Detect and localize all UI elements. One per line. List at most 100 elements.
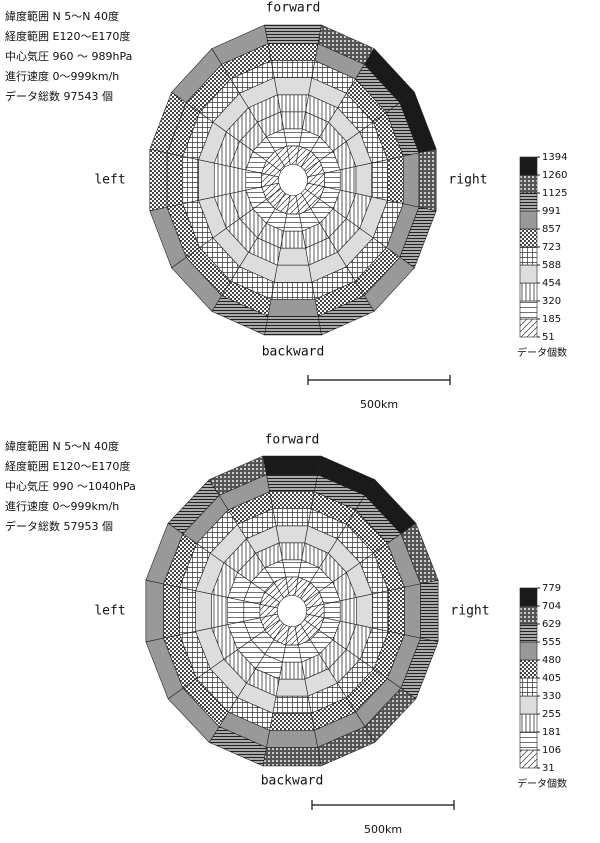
cell xyxy=(371,159,388,201)
legend-tick-label: 480 xyxy=(542,655,561,666)
legend-swatch xyxy=(519,623,538,643)
cell xyxy=(227,597,245,625)
cell xyxy=(198,159,215,201)
cell xyxy=(418,148,437,212)
cell xyxy=(278,661,306,680)
info-line: データ総数 57953 個 xyxy=(5,519,113,533)
direction-left: left xyxy=(94,604,125,619)
cell xyxy=(420,579,439,643)
cell xyxy=(269,712,315,731)
cell xyxy=(179,586,196,636)
legend-tick-label: 405 xyxy=(542,673,561,684)
info-line: 緯度範囲 N 5〜N 40度 xyxy=(5,439,119,453)
cell xyxy=(145,579,164,643)
cell xyxy=(280,111,306,130)
cell xyxy=(211,24,269,65)
legend-swatch xyxy=(519,210,538,230)
direction-backward: backward xyxy=(261,774,324,789)
legend-tick-label: 106 xyxy=(542,745,561,756)
cell xyxy=(267,43,319,61)
legend-tick-label: 779 xyxy=(542,583,561,594)
cell xyxy=(273,264,313,283)
info-line: 進行速度 0〜999km/h xyxy=(5,499,119,513)
cell xyxy=(266,730,318,748)
direction-forward: forward xyxy=(265,433,320,448)
info-line: 中心気圧 960 〜 989hPa xyxy=(5,49,132,63)
legend-tick-label: 1125 xyxy=(542,188,567,199)
legend-swatch xyxy=(519,246,538,266)
cell xyxy=(262,455,322,475)
legend-swatch xyxy=(519,174,538,194)
cell xyxy=(166,152,184,208)
cell xyxy=(388,586,405,636)
legend-swatch xyxy=(519,156,538,176)
cell xyxy=(372,590,389,632)
legend-tick-label: 51 xyxy=(542,332,555,343)
info-line: 経度範囲 E120〜E170度 xyxy=(5,29,130,43)
legend-tick-label: 185 xyxy=(542,314,561,325)
direction-right: right xyxy=(448,173,487,188)
legend-swatch xyxy=(519,264,538,284)
legend-tick-label: 255 xyxy=(542,709,561,720)
cell xyxy=(276,94,310,113)
info-line: 経度範囲 E120〜E170度 xyxy=(5,459,130,473)
cell xyxy=(270,281,316,300)
scale-bar xyxy=(311,800,455,810)
legend-swatch xyxy=(519,695,538,715)
cell xyxy=(262,747,322,767)
cell xyxy=(276,247,310,266)
cell xyxy=(280,230,306,249)
info-line: 進行速度 0〜999km/h xyxy=(5,69,119,83)
legend-tick-label: 555 xyxy=(542,637,561,648)
legend-swatch xyxy=(519,641,538,661)
cell xyxy=(339,166,357,194)
cell xyxy=(356,593,373,629)
cell xyxy=(275,678,309,697)
legend-tick-label: 629 xyxy=(542,619,561,630)
cell xyxy=(163,583,180,639)
legend-tick-label: 723 xyxy=(542,242,561,253)
legend-tick-label: 454 xyxy=(542,278,561,289)
cell xyxy=(213,162,231,198)
info-line: 緯度範囲 N 5〜N 40度 xyxy=(5,9,119,23)
legend-swatch xyxy=(519,192,538,212)
cell xyxy=(195,590,212,632)
cell xyxy=(355,162,373,198)
cell xyxy=(404,583,421,639)
legend-tick-label: 1260 xyxy=(542,170,567,181)
legend-swatch xyxy=(519,318,538,338)
cell xyxy=(387,155,404,205)
legend-swatch xyxy=(519,713,538,733)
scale-label: 500km xyxy=(364,823,402,836)
cell xyxy=(267,299,319,317)
direction-backward: backward xyxy=(262,345,325,360)
legend-tick-label: 704 xyxy=(542,601,561,612)
direction-right: right xyxy=(450,604,489,619)
cell xyxy=(149,148,168,212)
legend-title: データ個数 xyxy=(517,346,567,359)
legend-swatch xyxy=(519,749,538,769)
legend-tick-label: 991 xyxy=(542,206,561,217)
cell xyxy=(269,491,315,510)
legend-tick-label: 588 xyxy=(542,260,561,271)
legend-swatch xyxy=(519,228,538,248)
legend-tick-label: 1394 xyxy=(542,152,567,163)
cell xyxy=(272,508,312,527)
legend-swatch xyxy=(519,731,538,751)
cell xyxy=(211,593,228,629)
cell xyxy=(264,316,322,336)
cell xyxy=(402,152,420,208)
cell xyxy=(229,166,247,194)
scale-bar xyxy=(307,375,451,385)
cell xyxy=(266,474,318,492)
legend-tick-label: 320 xyxy=(542,296,561,307)
cell xyxy=(273,77,313,96)
cell xyxy=(272,695,312,714)
cell xyxy=(339,597,357,625)
cell xyxy=(264,24,322,44)
legend-swatch xyxy=(519,587,538,607)
cell xyxy=(275,525,309,544)
legend-swatch xyxy=(519,659,538,679)
